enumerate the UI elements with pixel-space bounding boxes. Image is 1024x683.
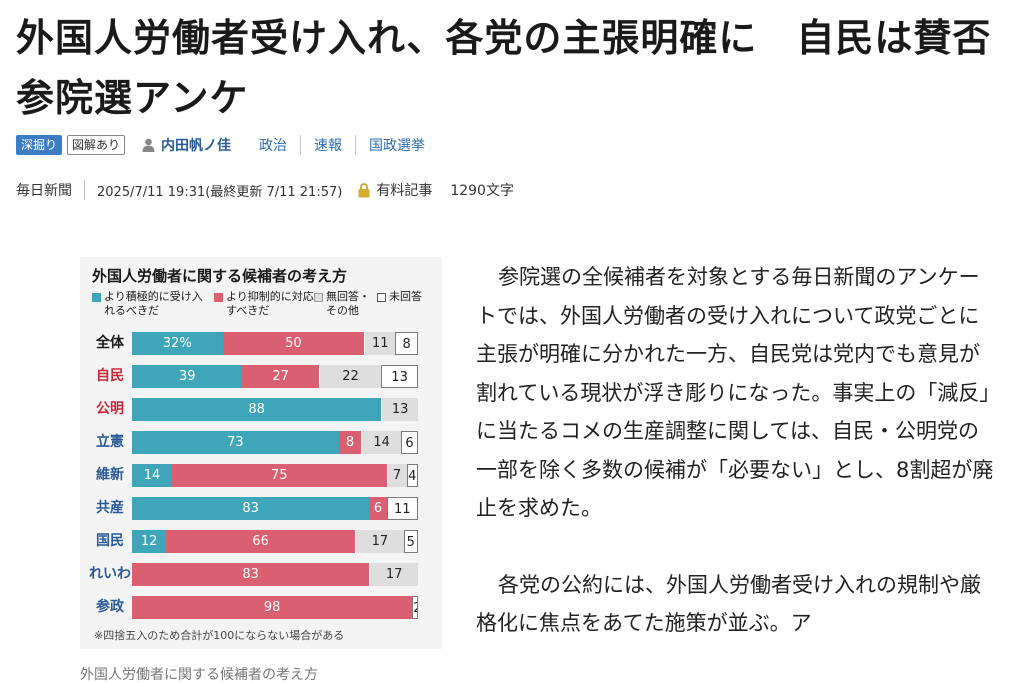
party-label: 全体	[96, 335, 124, 351]
seg-unanswered: 11	[386, 497, 418, 520]
legend-item-active: より積極的に受け入れるべきだ	[92, 290, 206, 318]
chart-row: 公明 88 13	[88, 398, 428, 421]
lock-icon	[358, 182, 370, 198]
legend-item-noanswer: 無回答・その他	[314, 290, 374, 318]
party-label: 自民	[96, 368, 124, 384]
seg-noanswer: 11	[364, 332, 396, 355]
chart-title: 外国人労働者に関する候補者の考え方	[92, 267, 348, 285]
seg-active: 73	[132, 431, 339, 454]
seg-active: 39	[132, 365, 243, 388]
stacked-bar: 32% 50 11 8	[132, 332, 418, 355]
seg-unanswered: 13	[381, 365, 418, 388]
legend-swatch-restrict	[214, 293, 223, 302]
chart-row: 参政 982	[88, 596, 428, 619]
category-link-politics[interactable]: 政治	[259, 138, 288, 154]
seg-noanswer: 7	[386, 464, 407, 487]
seg-unanswered: 2	[412, 596, 418, 619]
chart-row: 全体 32% 50 11 8	[88, 332, 428, 355]
stacked-bar: 39 27 22 13	[132, 365, 418, 388]
seg-noanswer: 13	[381, 398, 418, 421]
legend-label-unanswered: 未回答	[389, 290, 422, 303]
article-body: 参院選の全候補者を対象とする毎日新聞のアンケートでは、外国人労働者の受け入れにつ…	[476, 258, 996, 681]
chart-row: 国民 12 66 17 5	[88, 530, 428, 553]
stacked-bar: 88 13	[132, 398, 418, 421]
tag-fukabori[interactable]: 深掘り	[16, 135, 63, 155]
legend-swatch-active	[92, 293, 101, 302]
article-meta: 深掘り 図解あり 内田帆ノ佳 政治 速報 国政選挙	[16, 134, 438, 156]
seg-restrict: 6	[369, 497, 387, 520]
chart-row: れいわ 83 17	[88, 563, 428, 586]
seg-noanswer: 22	[318, 365, 382, 388]
chart-row: 立憲 73 8 14 6	[88, 431, 428, 454]
legend-item-restrict: より抑制的に対応すべきだ	[214, 290, 318, 318]
party-label: 参政	[96, 599, 124, 615]
tag-zukai[interactable]: 図解あり	[67, 135, 126, 155]
seg-noanswer: 17	[369, 563, 418, 586]
seg-unanswered: 8	[395, 332, 418, 355]
seg-active: 88	[132, 398, 382, 421]
seg-restrict: 83	[132, 563, 370, 586]
article-info: 毎日新聞 2025/7/11 19:31(最終更新 7/11 21:57) 有料…	[16, 180, 514, 200]
seg-active: 12	[132, 530, 167, 553]
party-label: 維新	[96, 467, 124, 483]
figure-caption: 外国人労働者に関する候補者の考え方	[80, 667, 318, 683]
stacked-bar: 83 6 11	[132, 497, 418, 520]
party-label: 共産	[96, 500, 124, 516]
stacked-bar: 83 17	[132, 563, 418, 586]
legend-label-active: より積極的に受け入れるべきだ	[104, 290, 203, 317]
author-link[interactable]: 内田帆ノ佳	[142, 135, 231, 155]
person-icon	[142, 138, 155, 152]
paid-article-label: 有料記事	[376, 183, 433, 199]
chart-row: 共産 83 6 11	[88, 497, 428, 520]
category-link-breaking[interactable]: 速報	[300, 135, 355, 155]
party-label: 立憲	[96, 434, 124, 450]
legend-item-unanswered: 未回答	[377, 290, 434, 304]
stacked-bar: 982	[132, 596, 418, 619]
party-label: 公明	[96, 401, 124, 417]
seg-restrict: 98	[132, 596, 413, 619]
seg-active: 32%	[132, 332, 223, 355]
category-link-election[interactable]: 国政選挙	[355, 135, 438, 155]
stacked-bar: 12 66 17 5	[132, 530, 418, 553]
chart-figure[interactable]: 外国人労働者に関する候補者の考え方 より積極的に受け入れるべきだ より抑制的に対…	[80, 257, 442, 649]
party-label: 国民	[96, 533, 124, 549]
legend-label-restrict: より抑制的に対応すべきだ	[226, 290, 314, 317]
stacked-bar: 14 75 7 4	[132, 464, 418, 487]
seg-unanswered: 6	[400, 431, 418, 454]
paragraph: 各党の公約には、外国人労働者受け入れの規制や厳格化に焦点をあてた施策が並ぶ。ア	[476, 572, 982, 636]
stacked-bar: 73 8 14 6	[132, 431, 418, 454]
author-name: 内田帆ノ佳	[161, 138, 232, 154]
seg-restrict: 50	[222, 332, 365, 355]
seg-restrict: 8	[338, 431, 362, 454]
seg-unanswered: 5	[403, 530, 418, 553]
paragraph: 参院選の全候補者を対象とする毎日新聞のアンケートでは、外国人労働者の受け入れにつ…	[476, 265, 994, 520]
article-title: 外国人労働者受け入れ、各党の主張明確に 自民は賛否 参院選アンケ	[16, 16, 1024, 120]
publish-datetime: 2025/7/11 19:31(最終更新 7/11 21:57)	[97, 184, 343, 200]
legend-swatch-noanswer	[314, 293, 323, 302]
seg-unanswered: 4	[406, 464, 418, 487]
seg-restrict: 27	[242, 365, 319, 388]
party-label: れいわ	[89, 566, 131, 582]
seg-noanswer: 14	[361, 431, 401, 454]
seg-noanswer: 17	[355, 530, 404, 553]
chart-footnote: ※四捨五入のため合計が100にならない場合がある	[94, 629, 345, 642]
legend-swatch-unanswered	[377, 293, 386, 302]
seg-active: 14	[132, 464, 173, 487]
source-name: 毎日新聞	[16, 180, 85, 200]
char-count: 1290文字	[450, 183, 514, 199]
seg-restrict: 75	[172, 464, 387, 487]
chart-row: 維新 14 75 7 4	[88, 464, 428, 487]
seg-active: 83	[132, 497, 370, 520]
seg-restrict: 66	[166, 530, 356, 553]
chart-row: 自民 39 27 22 13	[88, 365, 428, 388]
legend-label-noanswer: 無回答・その他	[326, 290, 370, 317]
